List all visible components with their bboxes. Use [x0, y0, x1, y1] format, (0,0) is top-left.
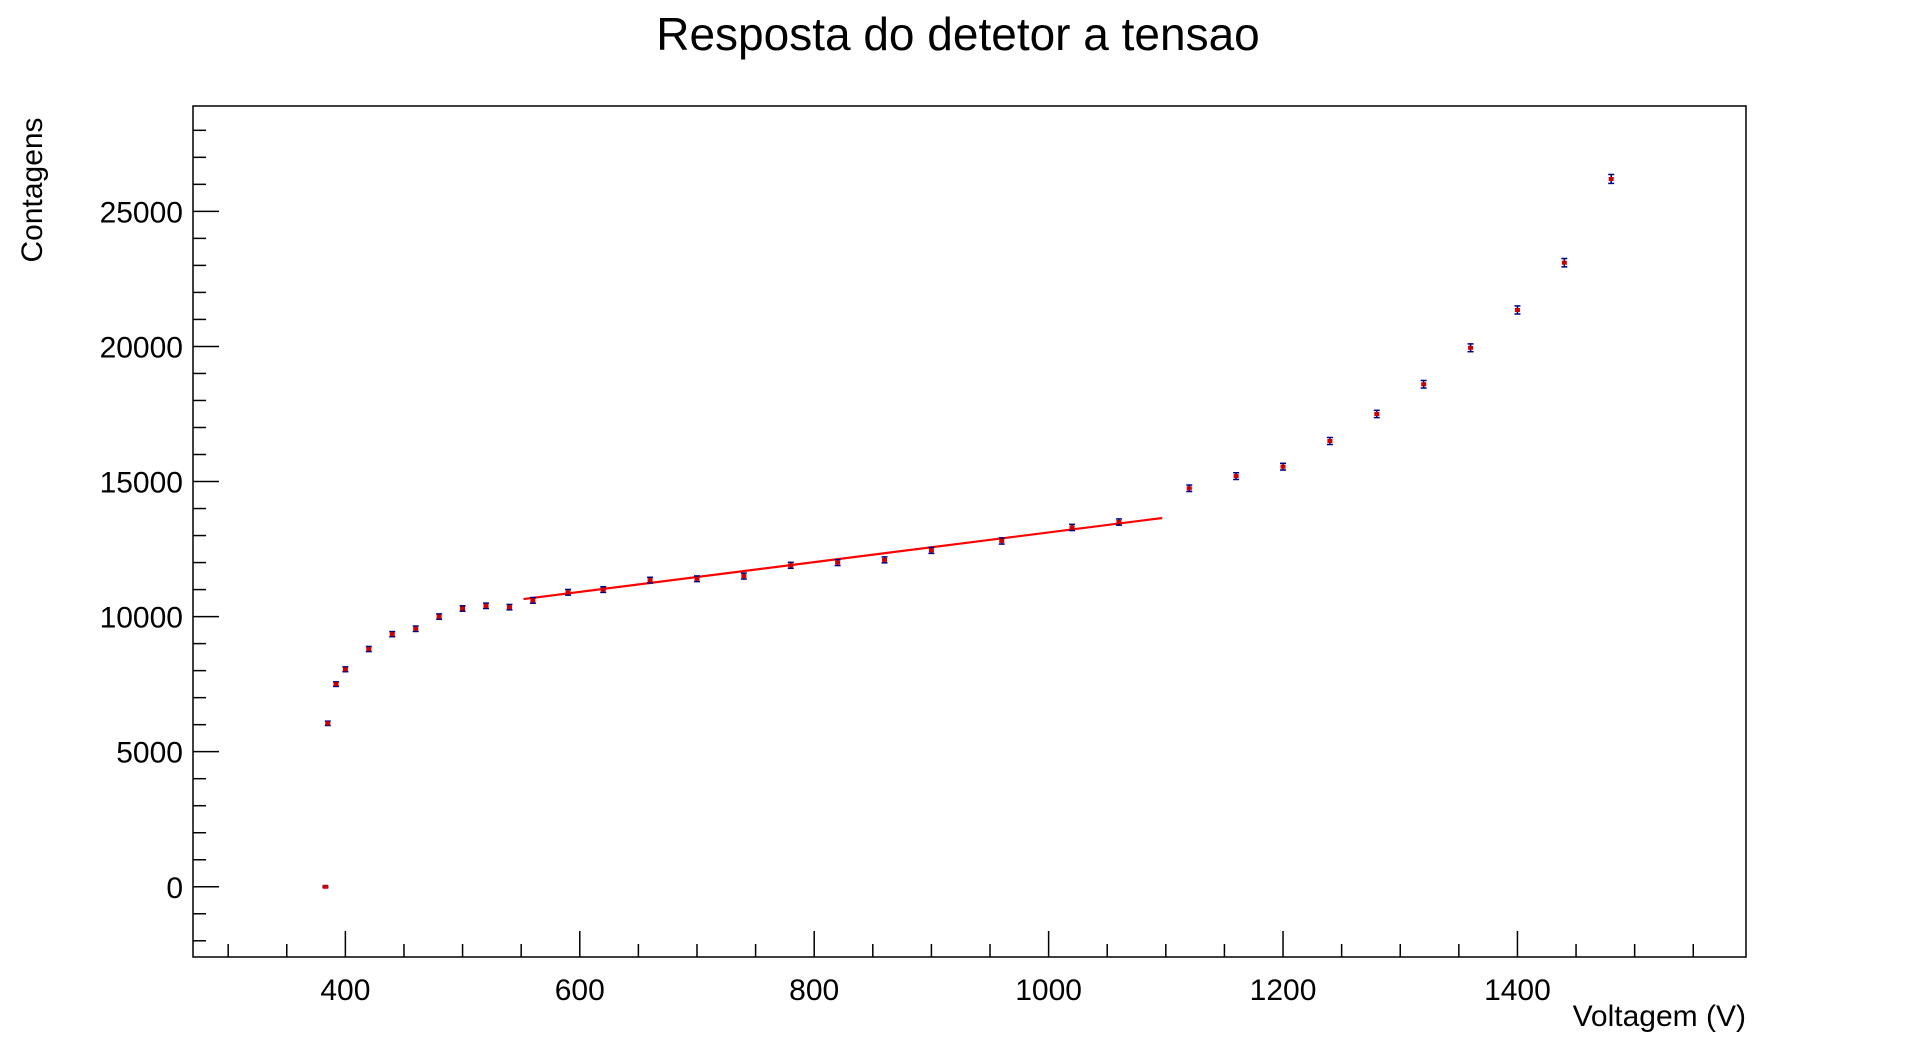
data-point [324, 720, 331, 727]
data-point [1467, 343, 1474, 353]
data-point [928, 546, 935, 555]
data-point [740, 572, 747, 580]
point-marker [882, 557, 888, 562]
data-point [998, 537, 1005, 545]
axes: 400 600 800 1000 1200 1400 0 5000 10000 15000 2000… [100, 129, 1695, 1007]
x-tick-label: 800 [789, 974, 839, 1007]
point-marker [835, 560, 841, 565]
point-marker [1116, 520, 1122, 525]
data-point [1514, 305, 1521, 315]
point-marker [483, 603, 489, 608]
data-point [1373, 409, 1380, 419]
point-marker [506, 605, 512, 610]
point-marker [1280, 464, 1286, 469]
point-marker [366, 647, 372, 652]
point-marker [1514, 307, 1520, 312]
data-point [1186, 484, 1193, 493]
y-axis-label: Contagens [16, 117, 49, 262]
point-marker [322, 884, 328, 889]
x-tick-label: 1400 [1484, 974, 1551, 1007]
data-point [1069, 523, 1076, 532]
data-point [1326, 436, 1333, 446]
x-axis-label: Voltagem (V) [1573, 1000, 1746, 1033]
data-points [322, 173, 1615, 889]
data-point [459, 605, 466, 612]
point-marker [788, 563, 794, 568]
point-marker [530, 598, 536, 603]
point-marker [436, 614, 442, 619]
point-marker [741, 574, 747, 579]
point-marker [565, 590, 571, 595]
data-point [1561, 257, 1568, 268]
y-tick-label: 25000 [100, 196, 183, 229]
point-marker [999, 538, 1005, 543]
data-point [1233, 471, 1240, 481]
chart-title: Resposta do detetor a tensao [656, 8, 1260, 60]
fit-line [523, 516, 1163, 601]
point-marker [1327, 438, 1333, 443]
point-marker [389, 632, 395, 637]
data-point [342, 666, 349, 673]
point-marker [1186, 486, 1192, 491]
data-point [565, 588, 572, 596]
data-point [1115, 518, 1122, 526]
data-point [332, 681, 339, 688]
x-tick-label: 600 [555, 974, 605, 1007]
data-point [389, 630, 396, 638]
data-point [412, 625, 419, 633]
data-point [600, 585, 607, 594]
point-marker [325, 721, 331, 726]
point-marker [1561, 260, 1567, 265]
data-point [506, 603, 513, 611]
fit-line-group [523, 516, 1163, 601]
data-point [787, 561, 794, 569]
data-point [483, 602, 490, 610]
data-point [365, 645, 372, 653]
x-tick-label: 400 [320, 974, 370, 1007]
point-marker [1374, 411, 1380, 416]
point-marker [1608, 176, 1614, 181]
data-point [1420, 379, 1427, 389]
x-tick-label: 1000 [1015, 974, 1082, 1007]
data-point [881, 556, 888, 564]
y-tick-label: 15000 [100, 467, 183, 500]
data-point [647, 576, 654, 584]
point-marker [1468, 345, 1474, 350]
data-point [436, 613, 443, 621]
point-marker [342, 667, 348, 672]
point-marker [600, 587, 606, 592]
y-tick-label: 0 [166, 872, 183, 905]
data-point [693, 575, 700, 583]
point-marker [928, 548, 934, 553]
point-marker [460, 606, 466, 611]
y-tick-label: 5000 [116, 737, 183, 770]
point-marker [333, 682, 339, 687]
point-marker [647, 578, 653, 583]
data-point [322, 884, 329, 889]
point-marker [1069, 525, 1075, 530]
point-marker [413, 626, 419, 631]
plot-frame [192, 105, 1747, 958]
point-marker [694, 576, 700, 581]
data-point [1608, 173, 1615, 185]
data-point [1280, 462, 1287, 471]
point-marker [1421, 382, 1427, 387]
point-marker [1233, 474, 1239, 479]
x-tick-label: 1200 [1250, 974, 1317, 1007]
data-point [529, 596, 536, 604]
data-point [834, 558, 841, 567]
y-tick-label: 20000 [100, 331, 183, 364]
y-tick-label: 10000 [100, 602, 183, 635]
